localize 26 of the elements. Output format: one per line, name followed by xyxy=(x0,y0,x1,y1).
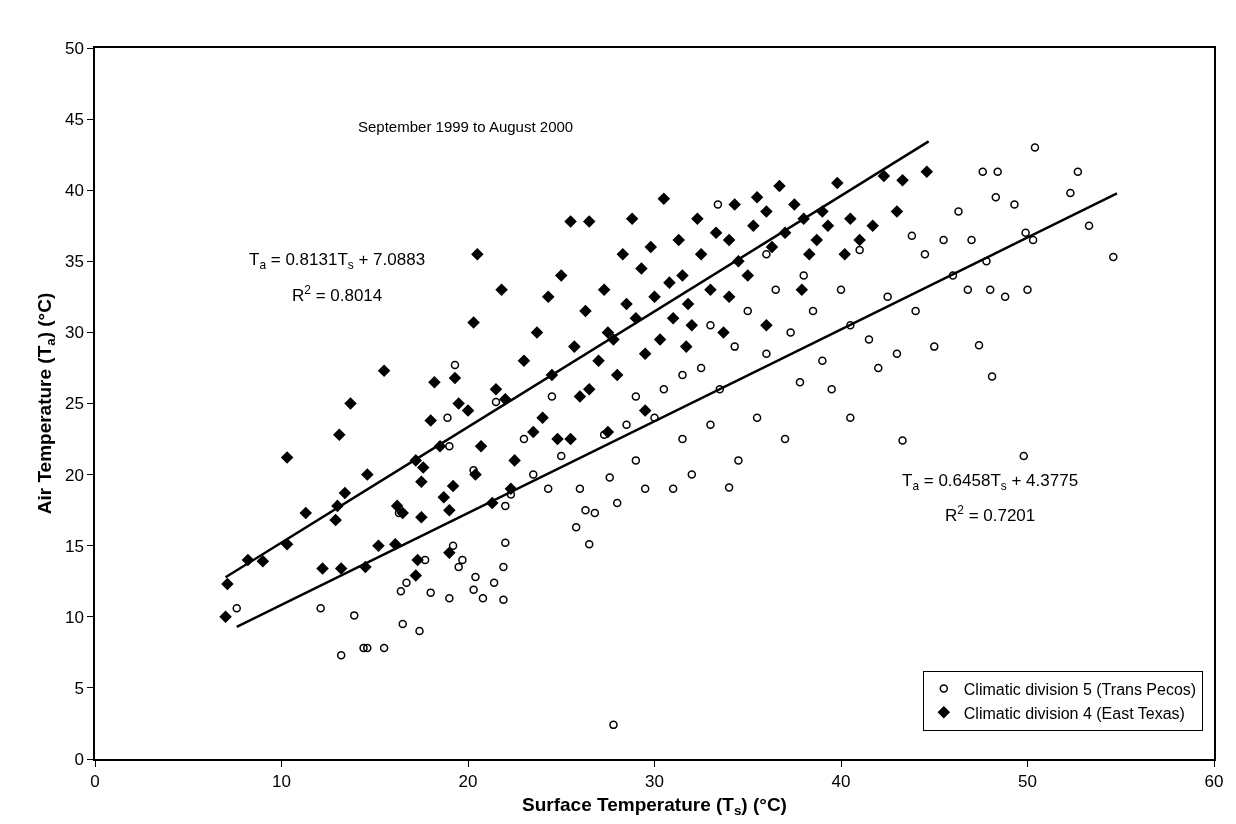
annotation: T$_{a}$ = 0.8131T$_{s}$ + 7.0883 xyxy=(249,250,426,272)
x-tick-label: 10 xyxy=(272,772,291,792)
annotation: R$^{2}$ = 0.7201 xyxy=(945,503,1036,526)
x-tick-label: 20 xyxy=(458,772,478,792)
y-tick-label: 10 xyxy=(64,607,84,627)
annotation: R$^{2}$ = 0.8014 xyxy=(292,283,383,306)
y-tick-label: 40 xyxy=(64,181,84,201)
y-tick-label: 30 xyxy=(64,323,84,343)
x-tick-label: 30 xyxy=(645,772,664,792)
y-tick-label: 35 xyxy=(64,252,84,272)
annotation: T$_{a}$ = 0.6458T$_{s}$ + 4.3775 xyxy=(902,471,1079,493)
x-tick-label: 60 xyxy=(1204,772,1224,792)
y-tick-label: 50 xyxy=(64,38,84,58)
y-tick-label: 0 xyxy=(74,749,84,769)
x-tick-label: 50 xyxy=(1018,772,1037,792)
legend-label: Climatic division 4 (East Texas) xyxy=(963,704,1185,722)
x-tick-label: 40 xyxy=(831,772,851,792)
y-tick-label: 45 xyxy=(64,110,84,130)
legend-label: Climatic division 5 (Trans Pecos) xyxy=(963,680,1197,698)
x-tick-label: 0 xyxy=(90,772,100,792)
x-axis-title: Surface Temperature (T$_{s}$) (°C) xyxy=(522,794,787,819)
y-tick-label: 20 xyxy=(64,465,84,485)
y-tick-label: 15 xyxy=(64,536,84,556)
annotation: September 1999 to August 2000 xyxy=(358,118,574,135)
y-tick-label: 25 xyxy=(64,394,84,414)
y-tick-label: 5 xyxy=(74,678,84,698)
